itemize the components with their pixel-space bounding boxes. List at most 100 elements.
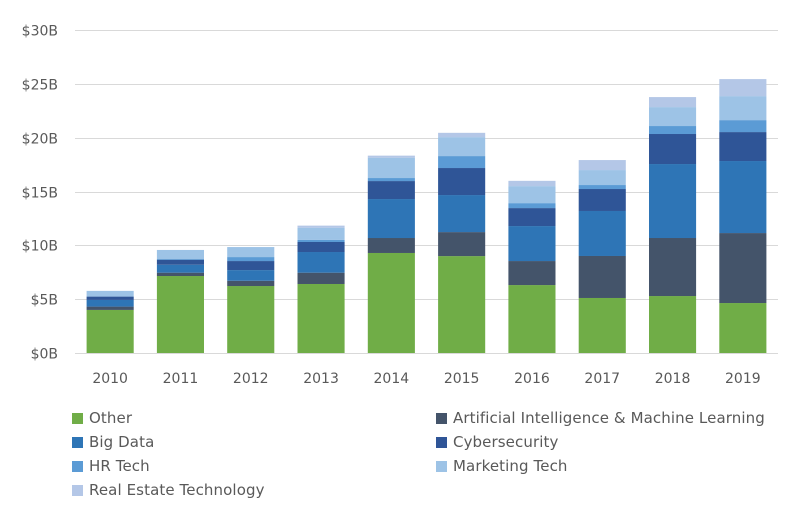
bar-segment-hr-tech-2013 [297,239,345,242]
legend-item-marketing-tech: Marketing Tech [436,457,568,475]
y-tick-label: $30B [22,24,58,40]
bar-segment-real-estate-technology-2018 [649,97,697,108]
legend-item-real-estate-technology: Real Estate Technology [72,481,265,499]
bar-segment-big-data-2011 [156,264,204,273]
x-tick-label: 2016 [514,371,550,387]
x-tick-label: 2012 [233,371,269,387]
bar-segment-hr-tech-2011 [156,259,204,260]
x-tick-label: 2018 [655,371,691,387]
bar-segment-big-data-2019 [719,161,767,234]
legend-label: HR Tech [89,457,150,475]
legend-item-other: Other [72,409,132,427]
bar-segment-marketing-tech-2015 [438,137,486,157]
bar-segment-marketing-tech-2018 [649,107,697,127]
bar-segment-big-data-2016 [508,226,556,262]
bar-segment-other-2019 [719,303,767,353]
bar-segment-artificial-intelligence-machine-learning-2011 [156,272,204,277]
legend-swatch [436,412,447,424]
x-tick-label: 2014 [374,371,410,387]
bar-segment-real-estate-technology-2019 [719,79,767,97]
bar-segment-hr-tech-2015 [438,156,486,169]
bar-segment-real-estate-technology-2015 [438,132,486,138]
y-tick-label: $5B [31,293,58,309]
bar-segment-real-estate-technology-2014 [367,155,415,158]
bar-segment-big-data-2015 [438,195,486,233]
y-tick-label: $20B [22,132,58,148]
x-tick-label: 2019 [725,371,761,387]
legend-swatch [72,412,83,424]
y-tick-label: $10B [22,239,58,255]
x-axis-ticks: 2010 2011 2012 2013 2014 2015 2016 2017 2018 2019 [92,371,760,387]
bar-segment-other-2010 [86,309,134,353]
x-tick-label: 2015 [444,371,480,387]
bar-segment-real-estate-technology-2013 [297,225,345,228]
y-axis-ticks: $0B $5B $10B $15B $20B $25B $30B [22,24,58,363]
bar-segment-cybersecurity-2010 [86,296,134,300]
bar-segment-other-2012 [227,286,275,353]
bar-segment-marketing-tech-2010 [86,290,134,297]
legend-label: Big Data [89,433,155,451]
bar-segment-real-estate-technology-2016 [508,180,556,187]
bar-segment-big-data-2014 [367,199,415,239]
legend-label: Artificial Intelligence & Machine Learni… [453,409,765,427]
bar-segment-cybersecurity-2014 [367,181,415,200]
bars [86,79,767,353]
bar-segment-cybersecurity-2012 [227,261,275,271]
bar-segment-other-2013 [297,283,345,353]
x-tick-label: 2011 [163,371,199,387]
bar-segment-artificial-intelligence-machine-learning-2010 [86,306,134,310]
legend-label: Cybersecurity [453,433,559,451]
bar-segment-hr-tech-2017 [578,185,626,190]
bar-segment-cybersecurity-2015 [438,168,486,196]
bar-segment-cybersecurity-2011 [156,259,204,265]
bar-segment-other-2017 [578,297,626,353]
bar-segment-other-2011 [156,276,204,353]
bar-segment-artificial-intelligence-machine-learning-2016 [508,261,556,286]
bar-segment-big-data-2010 [86,299,134,307]
bar-segment-hr-tech-2016 [508,203,556,209]
legend-item-cybersecurity: Cybersecurity [436,433,558,451]
bar-segment-artificial-intelligence-machine-learning-2014 [367,238,415,253]
bar-segment-artificial-intelligence-machine-learning-2015 [438,232,486,257]
legend-item-hr-tech: HR Tech [72,457,150,475]
legend-item-ai-ml: Artificial Intelligence & Machine Learni… [436,409,765,427]
bar-segment-artificial-intelligence-machine-learning-2012 [227,280,275,287]
legend-item-big-data: Big Data [72,433,154,451]
bar-segment-big-data-2017 [578,210,626,256]
bar-segment-cybersecurity-2019 [719,132,767,162]
legend-label: Real Estate Technology [89,481,265,499]
bar-segment-other-2014 [367,252,415,353]
bar-segment-marketing-tech-2011 [156,249,204,259]
bar-segment-real-estate-technology-2017 [578,160,626,171]
x-tick-label: 2017 [584,371,620,387]
bar-segment-cybersecurity-2017 [578,189,626,211]
bar-segment-other-2016 [508,285,556,353]
y-tick-label: $0B [31,347,58,363]
stacked-bar-chart: $0B$5B$10B$15B$20B$25B$30B 2010 2011 2012 2… [22,24,778,387]
x-tick-label: 2010 [92,371,128,387]
legend-swatch [72,460,83,472]
legend-label: Marketing Tech [453,457,568,475]
bar-segment-other-2015 [438,256,486,353]
bar-segment-big-data-2018 [649,164,697,239]
bar-segment-hr-tech-2018 [649,126,697,135]
x-tick-label: 2013 [303,371,339,387]
legend-swatch [436,436,447,448]
bar-segment-marketing-tech-2013 [297,227,345,240]
bar-segment-artificial-intelligence-machine-learning-2017 [578,255,626,298]
bar-segment-marketing-tech-2014 [367,157,415,179]
bar-segment-cybersecurity-2018 [649,134,697,165]
bar-segment-marketing-tech-2012 [227,247,275,258]
legend-swatch [72,484,83,496]
bar-segment-marketing-tech-2016 [508,186,556,204]
legend-swatch [72,436,83,448]
bar-segment-marketing-tech-2017 [578,170,626,186]
bar-segment-cybersecurity-2016 [508,208,556,227]
bar-segment-big-data-2012 [227,270,275,281]
y-tick-label: $15B [22,186,58,202]
y-tick-label: $25B [22,78,58,94]
bar-segment-hr-tech-2012 [227,257,275,262]
bar-segment-hr-tech-2019 [719,120,767,133]
bar-segment-artificial-intelligence-machine-learning-2019 [719,233,767,304]
bar-segment-hr-tech-2014 [367,178,415,182]
